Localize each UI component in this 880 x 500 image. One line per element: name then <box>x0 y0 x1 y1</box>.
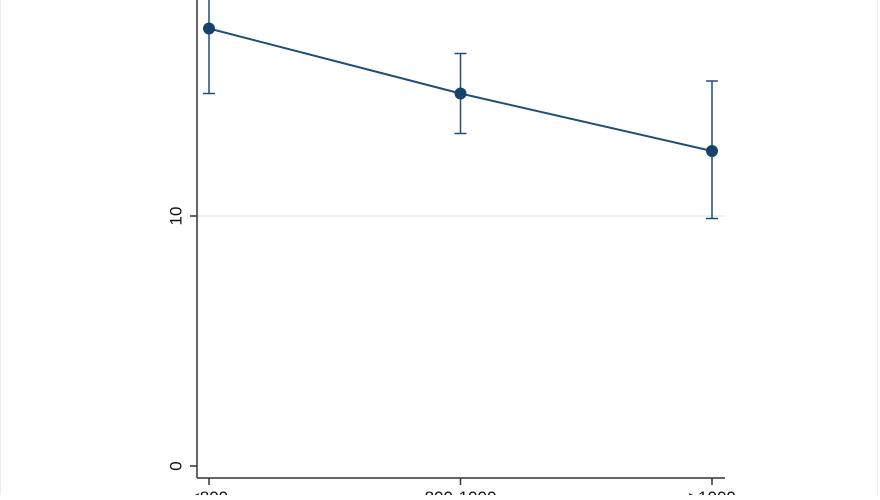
data-point <box>454 87 467 100</box>
data-points <box>203 22 718 157</box>
data-point <box>706 145 718 157</box>
axes <box>190 0 725 485</box>
x-tick-label: 800-1000 <box>425 488 497 495</box>
x-tick-label: <800 <box>190 488 228 495</box>
x-tick-label: >1000 <box>688 488 736 495</box>
tick-labels: 0 10 <800 800-1000 >1000 <box>166 207 736 500</box>
error-bars <box>203 0 718 220</box>
data-point <box>203 22 215 35</box>
y-tick-label: 10 <box>166 207 185 226</box>
y-tick-label: 0 <box>166 461 185 470</box>
